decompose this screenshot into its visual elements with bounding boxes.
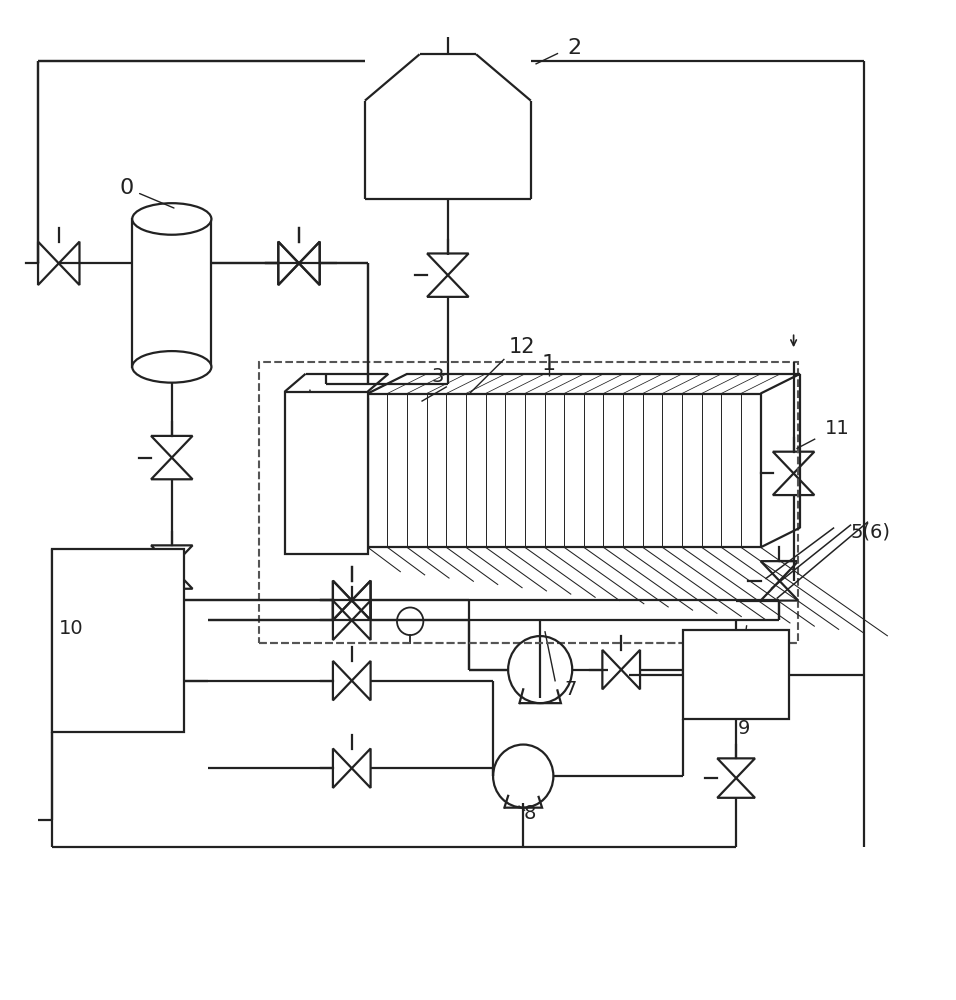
Text: 3: 3: [431, 367, 444, 386]
Text: 2: 2: [568, 38, 581, 58]
Bar: [132, 219, 211, 367]
Ellipse shape: [132, 203, 211, 235]
Text: 8: 8: [523, 804, 535, 823]
Text: 11: 11: [825, 420, 850, 438]
Bar: [684, 630, 789, 719]
Bar: [53, 549, 185, 732]
Text: 4: 4: [300, 417, 313, 436]
Bar: [259, 362, 798, 643]
Bar: [285, 392, 368, 554]
Text: 9: 9: [738, 719, 750, 738]
Text: 1: 1: [542, 354, 555, 374]
Text: 12: 12: [510, 337, 535, 357]
Ellipse shape: [132, 351, 211, 383]
Text: 10: 10: [58, 619, 83, 638]
Text: 5(6): 5(6): [850, 522, 890, 541]
Text: 0: 0: [120, 178, 174, 208]
Text: 7: 7: [565, 680, 577, 699]
